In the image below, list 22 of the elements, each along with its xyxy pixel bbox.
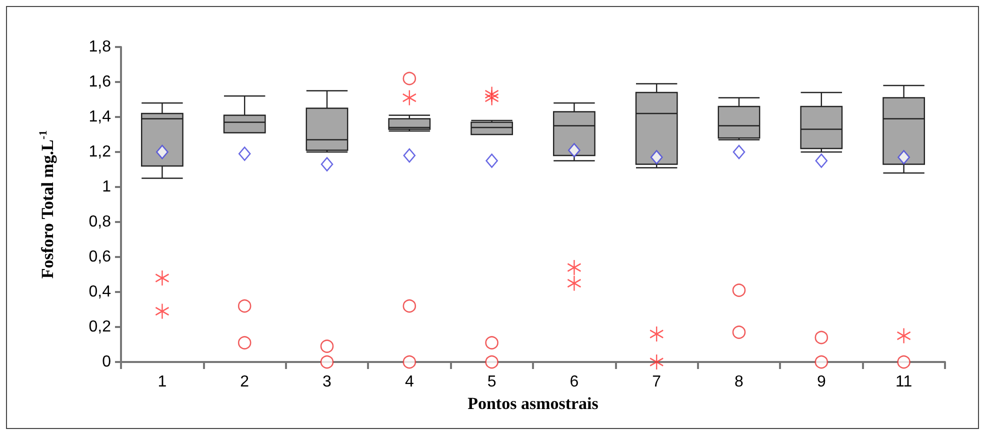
y-axis-title: Fosforo Total mg.L-1 xyxy=(38,130,57,279)
y-tick-label: 0,8 xyxy=(88,214,112,230)
x-tick-label: 5 xyxy=(487,374,496,390)
y-tick-label: 1,6 xyxy=(88,74,112,90)
x-tick-label: 4 xyxy=(404,374,414,390)
x-tick-label: 11 xyxy=(895,374,912,390)
x-tick-label: 2 xyxy=(240,374,250,390)
x-tick-label: 8 xyxy=(734,374,744,390)
x-tick-label: 6 xyxy=(570,374,579,390)
x-tick-label: 1 xyxy=(158,374,167,390)
y-tick-label: 1,8 xyxy=(88,38,112,56)
x-tick-label: 9 xyxy=(816,374,826,390)
y-tick-label: 0,4 xyxy=(88,284,112,300)
y-tick-label: 1 xyxy=(102,178,112,196)
y-tick-label: 0 xyxy=(102,354,112,370)
x-tick-label: 7 xyxy=(652,374,662,390)
y-tick-label: 1,4 xyxy=(88,108,112,126)
y-tick-label: 0,6 xyxy=(88,248,112,266)
x-axis-title: Pontos asmostrais xyxy=(468,394,599,413)
y-tick-label: 1,2 xyxy=(88,144,112,160)
x-tick-label: 3 xyxy=(322,374,332,390)
y-tick-label: 0,2 xyxy=(88,318,112,336)
